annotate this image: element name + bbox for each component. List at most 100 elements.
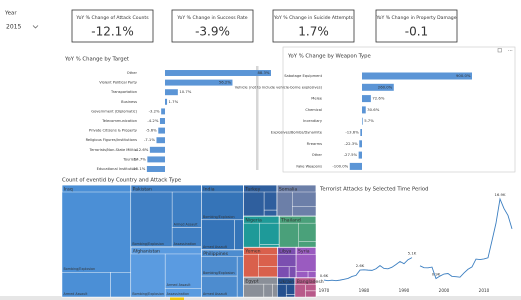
treemap-country-label: Philippines (203, 251, 228, 257)
data-label: 5.1K (408, 251, 417, 256)
chevron[interactable] (32, 25, 39, 29)
treemap-group: Egypt (243, 276, 278, 298)
card-value: -0.1 (405, 25, 428, 39)
treemap-cell (263, 191, 278, 211)
focus-icon[interactable] (497, 48, 502, 53)
scrollbar[interactable] (256, 66, 259, 170)
slicer-label: Year (4, 11, 17, 17)
treemap-group: Bombing/Explosion Armed Assault Assassinat… (130, 184, 202, 248)
data-label: 30.6% (367, 107, 379, 112)
category-label: Vehicle (not to include vehicle-borne ex… (235, 85, 323, 89)
data-label: 0.6K (320, 273, 329, 278)
treemap-cell (171, 191, 202, 228)
treemap-cell (259, 244, 280, 248)
card-border (71, 9, 154, 43)
bar (147, 156, 165, 163)
x-tick-label: 2000 (439, 288, 450, 293)
slicer-dropdown[interactable]: 2015 (6, 24, 39, 31)
category-label: Fake Weapons (296, 164, 322, 168)
more-icon[interactable]: ⋯ (508, 48, 513, 54)
bar (149, 146, 165, 153)
panel-icons[interactable]: ⋯ (497, 48, 513, 54)
card-value: 1.7% (298, 25, 329, 39)
treemap-cell (305, 290, 317, 298)
treemap-cell-label: Assassination (167, 292, 190, 296)
treemap-cell (130, 253, 166, 298)
data-label: -22.3% (344, 141, 358, 146)
treemap-cell (298, 222, 317, 242)
treemap-group: Syria (295, 246, 317, 279)
treemap-cell-label: Assassination (174, 242, 197, 246)
treemap-cell (263, 283, 273, 298)
active-tab[interactable] (170, 296, 184, 300)
treemap-cell (292, 206, 317, 217)
treemap-group: Turkey (243, 184, 278, 217)
treemap-cell-label: Bombing/Explosion (132, 242, 164, 246)
treemap-country-label: Ukraine (279, 279, 297, 285)
category-label: Explosives/Bombs/Dynamite (271, 131, 323, 135)
category-label: Tourists (122, 157, 137, 161)
treemap-cell (285, 284, 296, 295)
chart-title: Terrorist Attacks by Selected Time Perio… (319, 187, 429, 193)
category-label: Other (127, 71, 138, 75)
treemap-country-label: Syria (298, 249, 310, 255)
category-label: Melee (311, 97, 323, 101)
data-label: 10.7% (179, 89, 191, 94)
charts: YoY % Change by Target Other 88.3% Violent … (61, 54, 513, 298)
category-label: Chemical (305, 108, 322, 112)
category-label: Educational Institution (97, 167, 137, 171)
treemap-group: Bombing/Explosion Armed Assault Assassinat… (130, 246, 202, 298)
category-label: Transportation (110, 90, 137, 94)
chart-title: YoY % Change by Weapon Type (287, 54, 371, 60)
treemap-cell (292, 191, 317, 207)
treemap-cell (295, 271, 309, 279)
bar (359, 140, 362, 148)
data-label: 2.6K (356, 263, 365, 268)
category-label: Religious Figures/Institutions (86, 138, 138, 142)
treemap-cell (285, 294, 296, 298)
bar (362, 72, 472, 80)
treemap-cell-label: Bombing/Explosion (203, 271, 235, 275)
treemap-country-label: Egypt (245, 278, 258, 284)
card-value: -3.9% (195, 25, 230, 39)
slicer-value[interactable]: 2015 (6, 24, 21, 31)
treemap-cell (243, 222, 260, 248)
treemap-cell (277, 254, 297, 267)
treemap-country-label: Turkey (244, 186, 260, 192)
treemap-cell (288, 266, 297, 279)
data-label: -15.1% (132, 166, 146, 171)
treemap-cell-label: Armed Assault (64, 292, 89, 296)
data-label: 16.9K (495, 192, 506, 197)
data-label: -7.1% (144, 137, 155, 142)
treemap-cell (277, 284, 287, 298)
card-value: -12.1% (91, 25, 133, 39)
bar (161, 108, 165, 115)
card: YoY % Change in Success Rate -3.9% (171, 9, 254, 43)
treemap-cell (61, 191, 132, 273)
card: YoY % Change in Suicide Attempts 1.7% (272, 9, 355, 43)
chart-title: YoY % Change by Target (64, 57, 129, 63)
treemap-group: Bangladesh (294, 277, 324, 298)
page-tabs (0, 296, 521, 300)
treemap-cell (258, 254, 278, 267)
treemap-cell (164, 253, 202, 289)
treemap-cell (236, 256, 244, 298)
treemap-cell (110, 272, 132, 298)
card-border (272, 9, 355, 43)
treemap-cell (305, 284, 317, 292)
x-tick-label: 2010 (479, 288, 490, 293)
category-label: Other (312, 153, 323, 157)
category-label: Telecommunication (101, 119, 137, 123)
bar (165, 98, 168, 105)
data-label: -14.7% (132, 156, 146, 161)
category-label: Sabotage Equipment (284, 74, 322, 78)
treemap-cell-label: Armed Assault (203, 245, 228, 249)
bar (165, 70, 271, 76)
category-label: Firearms (307, 142, 323, 146)
data-label: 5.7% (364, 118, 374, 123)
treemap-cell (201, 219, 235, 251)
treemap-cell-label: Bombing/Explosion (132, 292, 164, 296)
category-label: Government (Diplomatic) (91, 109, 137, 113)
treemap-cell (277, 266, 290, 279)
